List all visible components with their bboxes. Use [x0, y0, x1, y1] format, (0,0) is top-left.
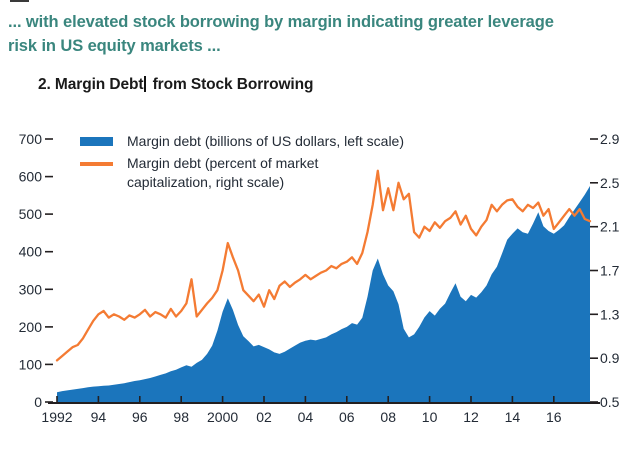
x-axis-label: 98: [173, 409, 189, 425]
percent-of-market-cap-line: [55, 169, 592, 362]
left-axis-label: 700: [19, 131, 43, 147]
x-axis-label: 02: [256, 409, 272, 425]
left-axis-label: 100: [19, 356, 43, 372]
x-axis-label: 16: [546, 409, 562, 425]
chart-title-text-left: 2. Margin Debt: [38, 76, 144, 93]
left-axis-label: 500: [19, 206, 43, 222]
x-axis-label: 12: [463, 409, 479, 425]
right-axis-label: 0.9: [600, 350, 620, 366]
legend-swatch-area: [80, 137, 113, 146]
x-axis-label: 14: [505, 409, 521, 425]
x-axis-label: 04: [298, 409, 314, 425]
left-axis-label: 600: [19, 169, 43, 185]
right-axis-label: 1.3: [600, 306, 620, 322]
chart-legend: Margin debt (billions of US dollars, lef…: [80, 132, 404, 195]
legend-item-margin-debt-percent: Margin debt (percent of market capitaliz…: [80, 154, 404, 192]
right-axis-label: 2.9: [600, 131, 620, 147]
x-axis-label: 2000: [207, 409, 238, 425]
x-axis-label: 94: [91, 409, 107, 425]
x-axis-label: 96: [132, 409, 148, 425]
text-cursor: [144, 76, 147, 92]
x-axis-label: 1992: [41, 409, 72, 425]
x-axis-label: 06: [339, 409, 355, 425]
x-axis-label: 08: [380, 409, 396, 425]
chart-svg: 0 100 200 300 400 500 600 700 0.5 0.9 1.3 1.7 2.1 2.5…: [19, 131, 620, 425]
left-axis-label: 300: [19, 281, 43, 297]
right-axis-label: 1.7: [600, 263, 620, 279]
figure-caption-line1: ... with elevated stock borrowing by mar…: [8, 13, 554, 31]
legend-label-margin-debt-dollars: Margin debt (billions of US dollars, lef…: [127, 133, 405, 149]
crop-mark: [10, 0, 29, 2]
left-axis-label: 0: [34, 394, 42, 410]
figure-caption-line2: risk in US equity markets ...: [8, 37, 221, 55]
chart-title: 2. Margin Debt from Stock Borrowing: [38, 76, 313, 94]
chart-title-text-right: from Stock Borrowing: [148, 76, 314, 93]
right-axis-label: 2.5: [600, 175, 620, 191]
right-axis-label: 2.1: [600, 219, 620, 235]
x-axis-label: 10: [422, 409, 438, 425]
margin-debt-area: [57, 186, 590, 402]
left-axis-label: 200: [19, 319, 43, 335]
legend-swatch-line: [80, 162, 113, 166]
legend-label-margin-debt-percent: Margin debt (percent of market capitaliz…: [127, 155, 319, 190]
legend-item-margin-debt-dollars: Margin debt (billions of US dollars, lef…: [80, 132, 404, 151]
chart-area: 0 100 200 300 400 500 600 700 0.5 0.9 1.3 1.7 2.1 2.5…: [0, 104, 640, 449]
left-axis-label: 400: [19, 244, 43, 260]
right-axis-label: 0.5: [600, 394, 620, 410]
figure-caption: ... with elevated stock borrowing by mar…: [8, 10, 628, 58]
